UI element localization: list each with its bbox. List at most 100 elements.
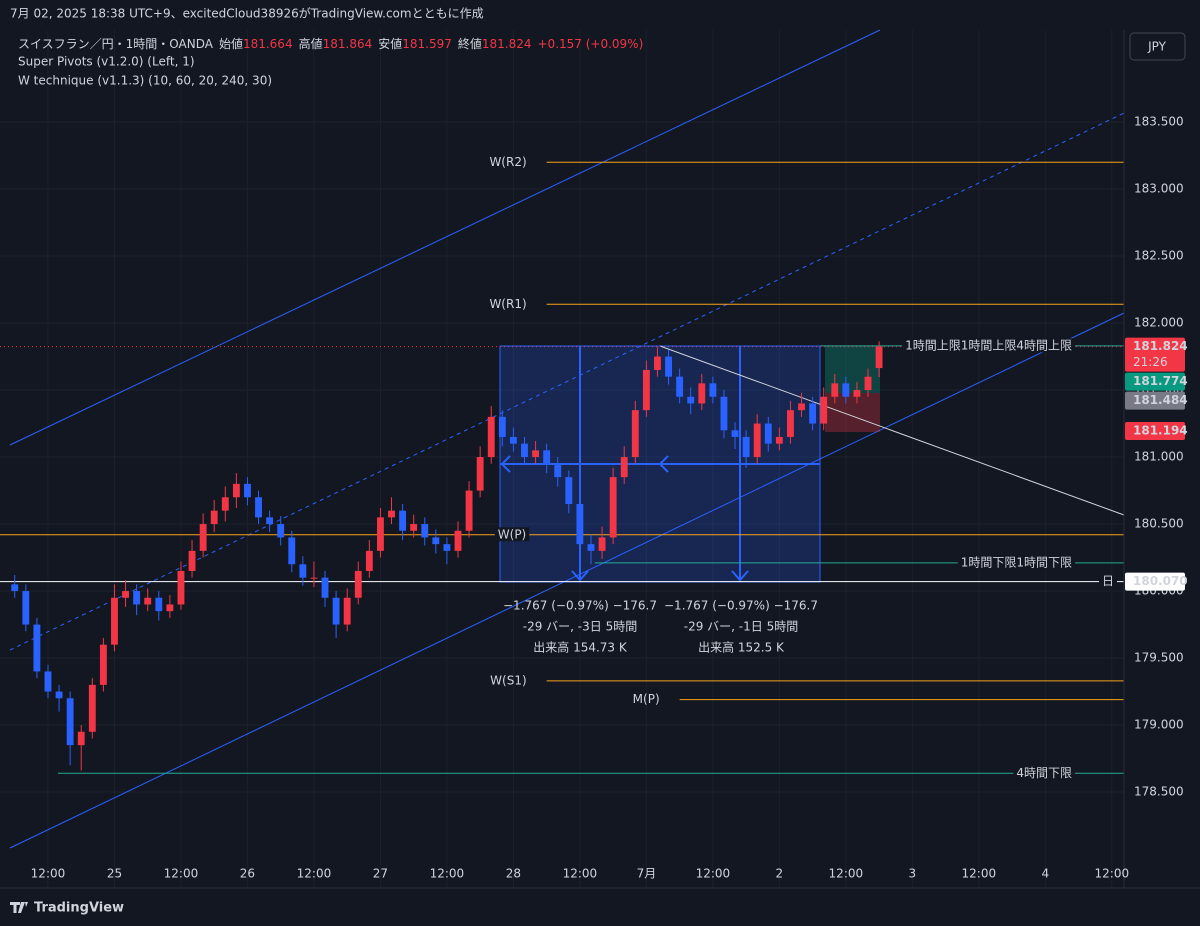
candle-body: [277, 524, 285, 538]
candle-body: [244, 483, 251, 498]
x-tick-label: 7月: [637, 867, 657, 881]
y-tick-label: 178.500: [1134, 785, 1184, 799]
y-tick-label: 180.500: [1134, 517, 1184, 531]
x-tick-label: 12:00: [829, 867, 864, 881]
candle-body: [498, 416, 506, 437]
level-label-bg: [1013, 765, 1075, 780]
candle-body: [764, 423, 772, 444]
candle-body: [543, 450, 551, 464]
level-label: W(S1): [490, 673, 526, 687]
measure-text: 出来高 152.5 K: [698, 640, 785, 655]
candle-body: [620, 457, 628, 478]
legend-item: 181.864: [323, 37, 373, 51]
candle-body: [232, 483, 240, 498]
logo: [10, 902, 28, 913]
x-tick-label: 26: [240, 867, 255, 881]
candle-body: [820, 396, 828, 424]
level-label: 日: [1102, 574, 1114, 588]
price-label: 181.484: [1133, 393, 1188, 407]
x-tick-label: 12:00: [563, 867, 598, 881]
candle-body: [676, 376, 684, 397]
measure-text: -29 バー, -1日 5時間: [684, 620, 798, 634]
candle-body: [122, 591, 129, 598]
candle-body: [166, 604, 174, 612]
candle-body: [210, 510, 218, 525]
x-tick-label: 4: [1042, 867, 1050, 881]
axis: 183.500183.000182.500182.000181.500181.0…: [31, 115, 1188, 881]
candle-body: [11, 584, 19, 592]
candle-body: [720, 396, 728, 431]
candle-body: [698, 383, 706, 404]
x-tick-label: 2: [776, 867, 784, 881]
legend-item: 安値: [378, 36, 402, 51]
indicator: Super Pivots (v1.2.0) (Left, 1): [18, 55, 195, 69]
candle-body: [742, 436, 750, 458]
level-label: 4時間下限: [1016, 766, 1072, 780]
price-label: 181.774: [1133, 374, 1188, 388]
candle-body: [521, 443, 528, 458]
candle-body: [221, 497, 229, 511]
currency-button[interactable]: [1129, 32, 1186, 61]
legend-item: 181.597: [402, 37, 452, 51]
legend-item: +0.157 (+0.09%): [538, 37, 644, 51]
candle-body: [399, 510, 407, 531]
measure-text: -29 バー, -3日 5時間: [523, 620, 637, 634]
channel-middle: [9, 112, 1125, 651]
candle-body: [111, 597, 118, 645]
candle-body: [465, 490, 473, 531]
candle-body: [354, 570, 362, 598]
measure-text: 出来高 154.73 K: [533, 640, 628, 655]
price-label-box: [1125, 391, 1185, 410]
candle-body: [687, 396, 695, 404]
candle-body: [831, 383, 839, 397]
y-tick-label: 179.500: [1134, 651, 1184, 665]
level-label: W(R2): [489, 155, 526, 169]
candle-body: [22, 591, 30, 625]
x-tick-label: 3: [909, 867, 917, 881]
candle-body: [853, 390, 861, 397]
price-label: 180.070: [1133, 574, 1188, 588]
grid: [0, 30, 1124, 888]
y-tick-label: 182.000: [1134, 316, 1184, 330]
candle-body: [576, 503, 584, 545]
legend-item: 始値: [219, 36, 243, 51]
price-label-box: [1125, 372, 1185, 391]
legend-item: 終値: [458, 36, 482, 51]
level-label: W(R1): [489, 297, 526, 311]
caption: 7月 02, 2025 18:38 UTC+9、excitedCloud3892…: [10, 6, 484, 21]
legend-item: 高値: [299, 36, 323, 51]
candle-body: [487, 416, 495, 458]
channel-upper: [9, 29, 881, 446]
level-label-bg: [1098, 574, 1118, 589]
candle-body: [155, 597, 163, 612]
position-loss: [825, 393, 880, 432]
x-tick-label: 12:00: [297, 867, 332, 881]
candle-body: [565, 477, 573, 504]
trend-line: [659, 345, 1125, 516]
candle-body: [188, 550, 196, 571]
price-label: 181.194: [1133, 424, 1188, 438]
candle-body: [798, 403, 805, 411]
candle-body: [609, 477, 617, 538]
candle-body: [299, 564, 307, 578]
level-label: 1時間上限1時間上限4時間上限: [905, 338, 1072, 352]
level-label-bg: [902, 338, 1075, 353]
candle-body: [376, 517, 384, 551]
candle-body: [266, 517, 274, 525]
candle-body: [875, 346, 883, 369]
candle-body: [44, 671, 52, 692]
legend: スイスフラン／円・1時間・OANDA 始値181.664 高値181.864 安値18…: [18, 36, 643, 51]
candle-body: [177, 570, 185, 605]
candle-body: [55, 691, 63, 699]
x-tick-label: 12:00: [31, 867, 66, 881]
candle-body: [77, 731, 85, 746]
legend-item: 181.664: [243, 37, 293, 51]
currency[interactable]: JPY: [1147, 40, 1167, 54]
candle-body: [631, 410, 639, 458]
arrow-head: [500, 455, 669, 473]
level-label: W(P): [498, 527, 526, 541]
candle-body: [133, 591, 141, 605]
candle-body: [66, 698, 74, 746]
candle-body: [388, 510, 395, 518]
